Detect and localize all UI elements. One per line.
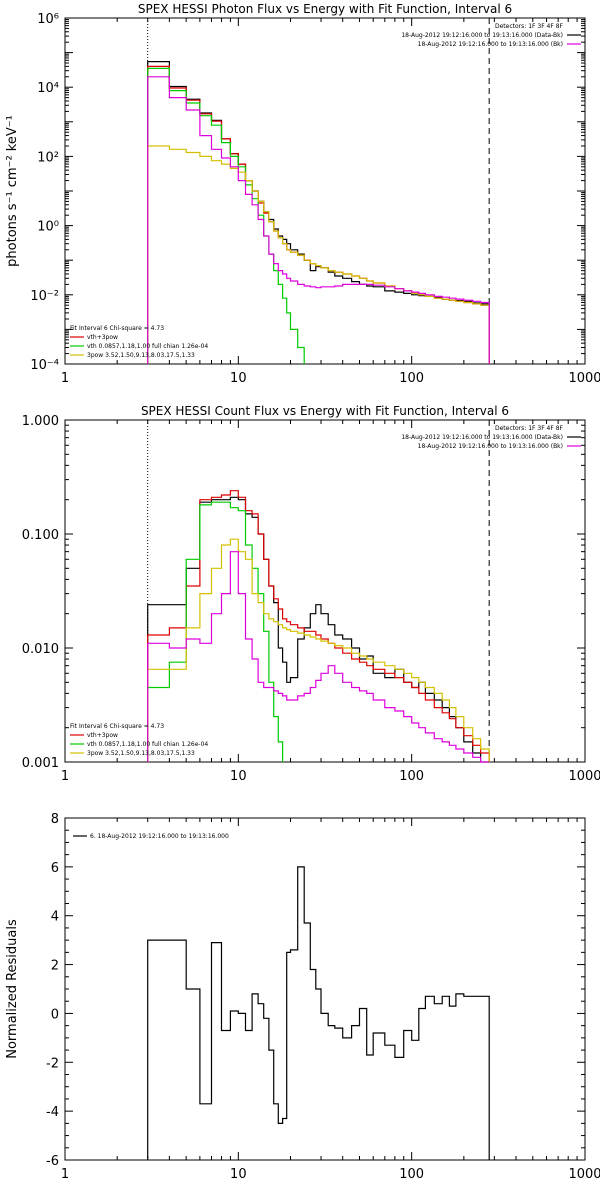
y-tick-label: 10²: [37, 150, 59, 165]
y-tick-label: -4: [46, 1105, 59, 1120]
x-tick-label: 10: [230, 1167, 247, 1182]
plot-frame: [64, 419, 586, 763]
x-tick-label: 1000: [568, 769, 600, 784]
x-tick-label: 1000: [568, 1167, 600, 1182]
legend-bottom-left-entry: Fit Interval 6 Chi-square = 4.73: [70, 325, 164, 332]
x-tick-label: 1: [61, 1167, 69, 1182]
legend-top-right-entry: 18-Aug-2012 19:12:16.000 to 19:13:16.000…: [401, 32, 563, 39]
legend-bottom-left-entry: vth 0.0857,1.18,1.00 full chian 1.26e-04: [87, 343, 208, 350]
x-tick-label: 10: [230, 371, 247, 386]
series-line-2: [147, 501, 284, 762]
y-tick-label: 0: [51, 1007, 59, 1022]
series-line-1: [147, 490, 490, 762]
x-tick-label: 100: [399, 769, 424, 784]
legend-bottom-left-entry: 3pow 3.52,1.50,9.13,8.03,17.5,1.33: [87, 750, 195, 757]
chart-panel-2: SPEX HESSI Count Flux vs Energy with Fit…: [22, 404, 600, 784]
y-tick-label: 0.100: [22, 528, 59, 543]
legend-bottom-left-entry: 3pow 3.52,1.50,9.13,8.03,17.5,1.33: [87, 352, 195, 359]
series-line-2: [147, 67, 305, 364]
y-tick-label: 10⁰: [37, 220, 59, 235]
y-tick-label: 4: [51, 910, 59, 925]
chart-title: SPEX HESSI Photon Flux vs Energy with Fi…: [138, 2, 512, 16]
y-tick-label: 1.000: [22, 414, 59, 429]
y-tick-label: -6: [46, 1154, 59, 1169]
legend-bottom-left-entry: vth+3pow: [87, 334, 118, 341]
series-line-0: [147, 61, 490, 364]
plot-frame: [64, 17, 586, 365]
series-line-4: [147, 76, 490, 364]
legend-top-right-entry: 18-Aug-2012 19:12:16.000 to 19:13:16.000…: [418, 41, 563, 48]
legend-top-left-entry: 6. 18-Aug-2012 19:12:16.000 to 19:13:16.…: [90, 833, 229, 840]
x-tick-label: 10: [230, 769, 247, 784]
y-tick-label: 6: [51, 861, 59, 876]
y-axis-label: photons s⁻¹ cm⁻² keV⁻¹: [5, 115, 20, 267]
x-tick-label: 100: [399, 1167, 424, 1182]
y-tick-label: 2: [51, 959, 59, 974]
x-tick-label: 1000: [568, 371, 600, 386]
legend-top-right-entry: 18-Aug-2012 19:12:16.000 to 19:13:16.000…: [418, 443, 563, 450]
y-tick-label: 10⁴: [37, 81, 59, 96]
y-tick-label: 10⁻²: [30, 289, 59, 304]
y-tick-label: 0.001: [22, 756, 59, 771]
legend-bottom-left-entry: vth 0.0857,1.18,1.00 full chian 1.26e-04: [87, 741, 208, 748]
x-tick-label: 1: [61, 769, 69, 784]
legend-top-right-entry: Detectors: 1F 3F 4F 8F: [495, 23, 564, 30]
y-tick-label: 8: [51, 812, 59, 827]
chart-panel-1: SPEX HESSI Photon Flux vs Energy with Fi…: [5, 2, 600, 386]
y-tick-label: 0.010: [22, 642, 59, 657]
series-line-3: [147, 538, 490, 762]
x-tick-label: 1: [61, 371, 69, 386]
chart-panel-3: 1 10 100 1000 -6 -4 -2 0 2 4 6 8 Normalized Residual…: [5, 812, 600, 1182]
series-line-3: [147, 145, 490, 364]
series-line-0: [147, 496, 490, 763]
legend-top-right-entry: 18-Aug-2012 19:12:16.000 to 19:13:16.000…: [401, 434, 563, 441]
series-line-1: [147, 65, 490, 364]
chart-title: SPEX HESSI Count Flux vs Energy with Fit…: [141, 404, 509, 418]
plot-frame: [64, 817, 586, 1161]
legend-top-right-entry: Detectors: 1F 3F 4F 8F: [495, 425, 564, 432]
series-line-0: [147, 866, 490, 1160]
y-axis-label: Normalized Residuals: [5, 919, 20, 1059]
y-tick-label: 10⁻⁴: [30, 358, 59, 373]
legend-bottom-left-entry: vth+3pow: [87, 732, 118, 739]
legend-bottom-left-entry: Fit Interval 6 Chi-square = 4.73: [70, 723, 164, 730]
x-tick-label: 100: [399, 371, 424, 386]
y-tick-label: 10⁶: [37, 12, 59, 27]
series-line-4: [147, 551, 490, 763]
y-tick-label: -2: [46, 1056, 59, 1071]
